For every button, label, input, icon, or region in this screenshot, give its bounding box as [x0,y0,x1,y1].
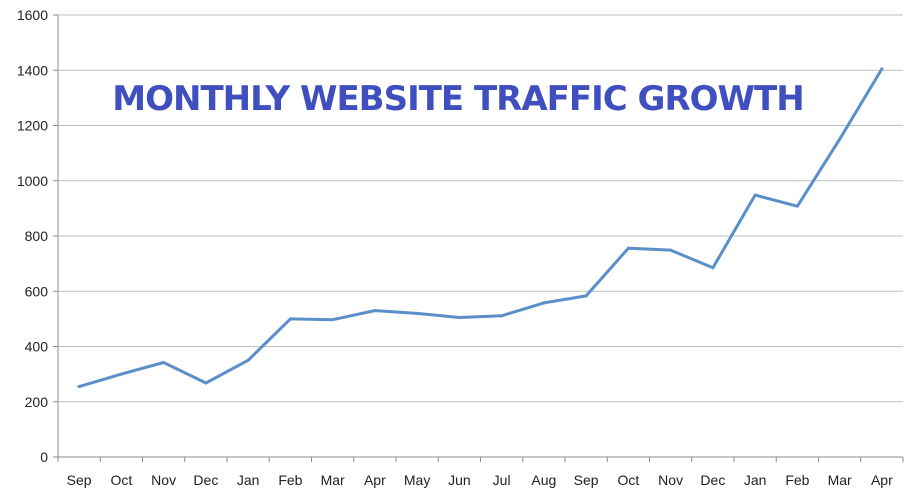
x-tick-label: Oct [617,472,639,488]
data-point [500,314,504,318]
data-point [880,67,884,71]
x-tick-label: Feb [278,472,302,488]
data-point [542,301,546,305]
data-point [795,204,799,208]
x-tick-label: Mar [321,472,345,488]
x-tick-label: Jan [744,472,767,488]
y-tick-label: 800 [25,228,49,244]
y-tick-label: 0 [40,449,48,465]
series-layer [77,67,884,389]
data-point [162,361,166,365]
x-tick-label: Apr [364,472,386,488]
y-tick-label: 400 [25,339,49,355]
x-tick-label: Feb [785,472,809,488]
chart-title: MONTHLY WEBSITE TRAFFIC GROWTH [112,79,803,119]
data-point [753,193,757,197]
data-point [838,137,842,141]
data-point [457,315,461,319]
grid-lines [58,14,903,403]
data-point [626,246,630,250]
data-point [711,266,715,270]
axes [53,14,904,462]
x-tick-label: Nov [151,472,176,488]
data-point [669,248,673,252]
x-tick-labels: Sep Oct Nov Dec Jan Feb Mar Apr May Jun Jul Aug Sep O… [67,472,893,488]
series-line-0 [77,67,884,389]
y-tick-label: 1200 [17,118,48,134]
x-tick-label: Dec [700,472,725,488]
data-point [331,318,335,322]
x-tick-label: Nov [658,472,683,488]
data-point [373,309,377,313]
y-tick-labels: 0 200 400 600 800 1000 1200 1400 1600 [17,7,48,465]
x-tick-label: Jan [237,472,260,488]
y-tick-label: 600 [25,283,49,299]
x-tick-label: Apr [871,472,893,488]
data-point [204,381,208,385]
x-tick-label: Jul [493,472,511,488]
y-tick-label: 1400 [17,62,48,78]
x-tick-label: Oct [110,472,132,488]
x-tick-label: Jun [448,472,471,488]
y-tick-label: 200 [25,394,49,410]
x-tick-label: Dec [193,472,218,488]
x-tick-label: Mar [828,472,852,488]
data-point [415,311,419,315]
x-tick-label: Aug [531,472,556,488]
x-tick-label: May [404,472,430,488]
data-point [77,385,81,389]
x-tick-label: Sep [67,472,92,488]
y-tick-label: 1000 [17,173,48,189]
x-tick-label: Sep [574,472,599,488]
data-point [119,372,123,376]
data-point [584,294,588,298]
y-tick-label: 1600 [17,7,48,23]
data-point [246,358,250,362]
data-point [288,317,292,321]
